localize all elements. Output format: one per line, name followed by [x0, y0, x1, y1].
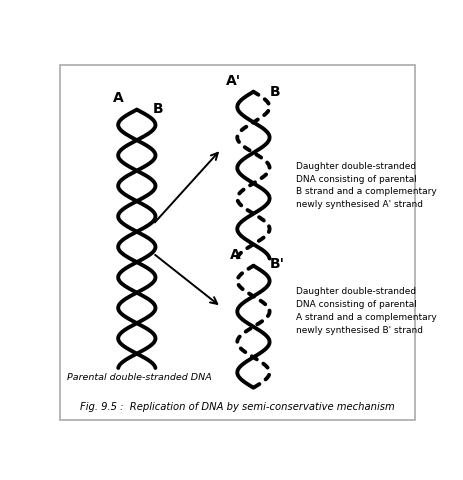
Text: B: B: [269, 85, 280, 99]
Text: A': A': [226, 74, 241, 88]
Text: B': B': [269, 257, 284, 271]
Text: B: B: [153, 102, 163, 116]
Text: A: A: [113, 91, 124, 105]
Text: A: A: [230, 248, 241, 262]
Text: Daughter double-stranded
DNA consisting of parental
A strand and a complementary: Daughter double-stranded DNA consisting …: [296, 287, 437, 335]
Text: Parental double-stranded DNA: Parental double-stranded DNA: [67, 373, 212, 383]
Text: Daughter double-stranded
DNA consisting of parental
B strand and a complementary: Daughter double-stranded DNA consisting …: [296, 162, 437, 209]
Text: Fig. 9.5 :  Replication of DNA by semi-conservative mechanism: Fig. 9.5 : Replication of DNA by semi-co…: [80, 402, 394, 412]
